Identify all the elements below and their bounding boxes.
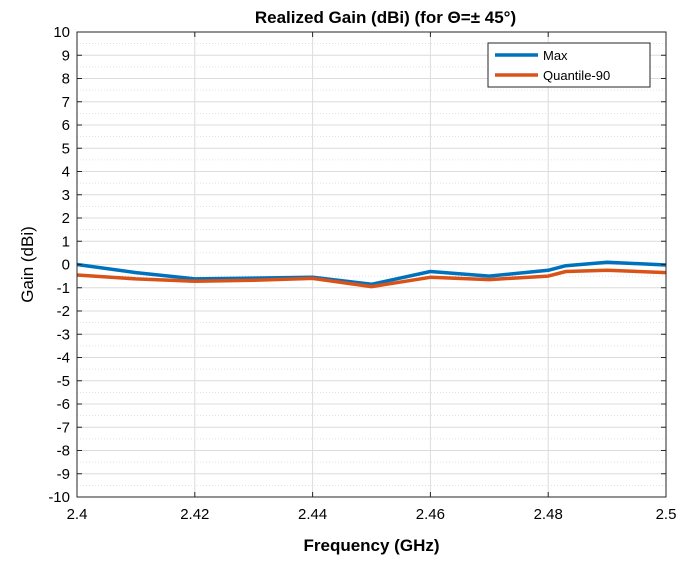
- y-tick-label: -2: [57, 303, 70, 320]
- y-tick-label: 6: [62, 117, 70, 134]
- x-tick-label: 2.5: [656, 506, 677, 523]
- y-axis-title: Gain (dBi): [18, 226, 37, 303]
- legend: Max Quantile-90: [487, 42, 651, 88]
- series-group: [76, 260, 667, 289]
- y-tick-label: 5: [62, 140, 70, 157]
- y-tick-label: -10: [48, 489, 70, 506]
- y-tick-label: 4: [62, 164, 70, 181]
- x-tick-label: 2.48: [534, 506, 563, 523]
- series-line-max: [76, 260, 667, 287]
- y-tick-label: -6: [57, 396, 70, 413]
- y-tick-label: 3: [62, 187, 70, 204]
- x-axis-ticks: 2.4 2.42 2.44 2.46 2.48 2.5: [67, 32, 677, 523]
- legend-label: Quantile-90: [543, 68, 610, 83]
- y-tick-label: -7: [57, 419, 70, 436]
- x-tick-label: 2.42: [180, 506, 209, 523]
- y-tick-label: -8: [57, 443, 70, 460]
- y-tick-label: -3: [57, 326, 70, 343]
- legend-label: Max: [543, 48, 568, 63]
- y-tick-label: -4: [57, 350, 70, 367]
- legend-box: [487, 42, 651, 88]
- y-tick-label: -5: [57, 373, 70, 390]
- y-tick-label: 2: [62, 210, 70, 227]
- x-tick-label: 2.44: [298, 506, 327, 523]
- y-tick-label: 8: [62, 71, 70, 88]
- y-tick-label: 7: [62, 94, 70, 111]
- y-tick-label: -9: [57, 466, 70, 483]
- y-tick-label: 0: [62, 257, 70, 274]
- y-tick-label: 1: [62, 233, 70, 250]
- y-tick-label: 10: [53, 24, 70, 41]
- series-line-quantile-90: [76, 268, 667, 289]
- x-tick-label: 2.4: [67, 506, 88, 523]
- x-axis-title: Frequency (GHz): [303, 536, 439, 555]
- chart-title: Realized Gain (dBi) (for Θ=± 45°): [255, 8, 516, 27]
- y-tick-label: 9: [62, 47, 70, 64]
- y-tick-label: -1: [57, 280, 70, 297]
- x-tick-label: 2.46: [416, 506, 445, 523]
